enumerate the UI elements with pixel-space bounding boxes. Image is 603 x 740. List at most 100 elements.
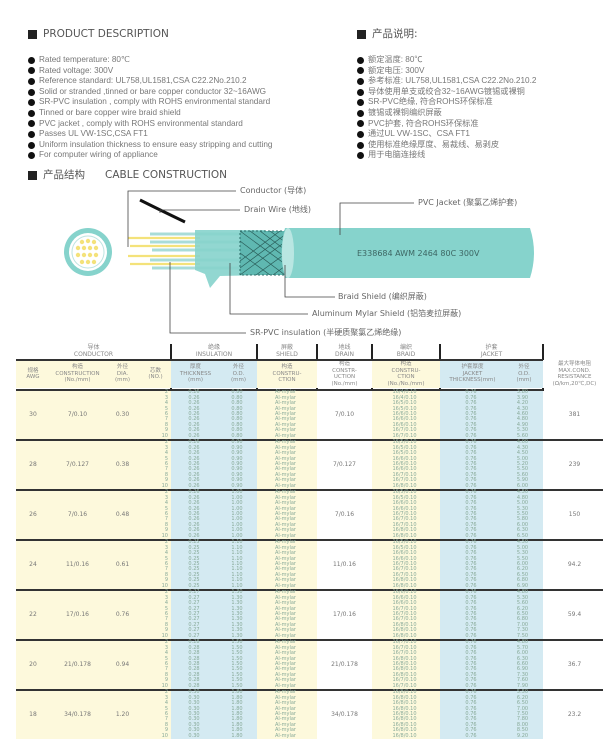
construction-cell: 11/0.16 — [50, 540, 105, 589]
stack-value: 0.26 — [188, 405, 200, 412]
stack-value: 0.27 — [188, 632, 200, 639]
bullet-icon — [357, 130, 364, 138]
stack-value: 10 — [161, 432, 168, 439]
stack-value: 1.80 — [231, 705, 243, 712]
stack-value: 16/7/0.10 — [392, 477, 417, 484]
description-text: 导体使用单支或绞合32~16AWG镀锡或裸铜 — [368, 86, 525, 96]
stack-value: 2 — [164, 689, 168, 696]
stack-value: 0.90 — [231, 444, 243, 451]
label-mylar-shield: Aluminum Mylar Shield (铝箔麦拉屏蔽) — [312, 309, 462, 318]
stack-value: 6.00 — [516, 521, 529, 528]
stack-value: 5 — [164, 605, 168, 612]
stack-value: 4.20 — [516, 400, 529, 407]
stack-value: 0.90 — [231, 477, 243, 484]
stack-value: 1.50 — [231, 671, 243, 678]
resistance-cell: 23.2 — [543, 690, 603, 739]
stack-value: 6.20 — [516, 566, 529, 573]
braid-stack: 16/5/0.10 16/5/0.10 16/6/0.10 16/6/0.10 16/7… — [372, 540, 440, 589]
bullet-icon — [28, 130, 35, 138]
stack-value: 16/6/0.10 — [392, 600, 417, 607]
stack-value: 0.26 — [188, 455, 200, 462]
stack-value: 0.90 — [231, 439, 243, 446]
insulation-od-stack: 0.80 0.80 0.80 0.80 0.80 0.80 0.80 0.80 0.80 — [220, 390, 257, 439]
stack-value: 0.90 — [231, 450, 243, 457]
description-text: 参考标准: UL758,UL1581,CSA C22.2No.210.2 — [368, 76, 537, 86]
stack-value: 0.76 — [465, 594, 477, 601]
stack-value: Al-mylar — [275, 432, 296, 439]
stack-value: 5.60 — [516, 600, 529, 607]
stack-value: 0.76 — [465, 627, 477, 634]
stack-value: Al-mylar — [275, 461, 296, 468]
stack-value: 0.25 — [188, 571, 200, 578]
stack-value: 0.76 — [465, 394, 477, 401]
stack-value: 0.76 — [465, 661, 477, 668]
description-text: Passes UL VW-1SC,CSA FT1 — [39, 129, 148, 139]
stack-value: Al-mylar — [275, 400, 296, 407]
stack-value: 0.76 — [465, 411, 477, 418]
stack-value: 0.26 — [188, 432, 200, 439]
square-bullet-icon — [357, 30, 366, 39]
stack-value: 0.27 — [188, 627, 200, 634]
bullet-icon — [28, 99, 35, 107]
description-item: 使用标准绝缘厚度、易裁线、易剥皮 — [357, 140, 536, 151]
awg-cell: 18 — [16, 690, 50, 739]
stack-value: 0.76 — [465, 650, 477, 657]
stack-value: 6.60 — [516, 661, 529, 668]
stack-value: 6.50 — [516, 700, 529, 707]
stack-value: 1.30 — [231, 611, 243, 618]
title-text: PRODUCT DESCRIPTION — [43, 28, 169, 40]
insulation-od-stack: 1.80 1.80 1.80 1.80 1.80 1.80 1.80 1.80 1.80 — [220, 690, 257, 739]
stack-value: 6.50 — [516, 532, 529, 539]
resistance-cell: 94.2 — [543, 540, 603, 589]
row-rule — [16, 539, 603, 541]
stack-value: 5.80 — [516, 516, 529, 523]
stack-value: 0.76 — [465, 432, 477, 439]
stack-value: 16/7/0.10 — [392, 571, 417, 578]
stack-value: 0.76 — [465, 482, 477, 489]
stack-value: 0.26 — [188, 450, 200, 457]
stack-value: 16/8/0.10 — [392, 482, 417, 489]
stack-value: 8 — [164, 471, 168, 478]
stack-value: Al-mylar — [275, 421, 296, 428]
stack-value: 0.26 — [188, 482, 200, 489]
stack-value: 6.30 — [516, 527, 529, 534]
drain-cell: 34/0.178 — [317, 690, 372, 739]
stack-value: 16/6/0.10 — [392, 594, 417, 601]
description-text: SR-PVC insulation , comply with ROHS env… — [39, 97, 271, 107]
stack-value: 16/6/0.10 — [392, 411, 417, 418]
stack-value: 0.28 — [188, 671, 200, 678]
stack-value: 0.76 — [465, 671, 477, 678]
stack-value: 0.26 — [188, 471, 200, 478]
resistance-cell: 59.4 — [543, 590, 603, 639]
stack-value: 5.50 — [516, 511, 529, 518]
stack-value: 0.76 — [465, 389, 477, 396]
stack-value: 0.76 — [465, 416, 477, 423]
spec-table: 导体 CONDUCTOR 绝缘 INSULATION 屏蔽 SHIELD 地线 DRA… — [16, 344, 603, 739]
stack-value: Al-mylar — [275, 616, 296, 623]
stack-value: 0.76 — [465, 655, 477, 662]
stack-value: 0.27 — [188, 600, 200, 607]
stack-value: 0.27 — [188, 621, 200, 628]
stack-value: 0.76 — [465, 694, 477, 701]
stack-value: 0.26 — [188, 416, 200, 423]
stack-value: 0.80 — [231, 416, 243, 423]
stack-value: 1.50 — [231, 655, 243, 662]
stack-value: 1.00 — [231, 516, 243, 523]
stack-value: 16/6/0.10 — [392, 461, 417, 468]
stack-value: 16/6/0.10 — [392, 421, 417, 428]
stack-value: Al-mylar — [275, 677, 296, 684]
stack-value: 0.27 — [188, 594, 200, 601]
description-item: 参考标准: UL758,UL1581,CSA C22.2No.210.2 — [357, 76, 536, 87]
stack-value: 0.26 — [188, 527, 200, 534]
row-rule — [16, 689, 603, 691]
stack-value: 7 — [164, 466, 168, 473]
stack-value: 0.28 — [188, 655, 200, 662]
stack-value: 10 — [161, 582, 168, 589]
product-description-title: PRODUCT DESCRIPTION — [28, 28, 169, 41]
description-item: 导体使用单支或绞合32~16AWG镀锡或裸铜 — [357, 87, 536, 98]
stack-value: Al-mylar — [275, 482, 296, 489]
resistance-cell: 150 — [543, 490, 603, 539]
stack-value: 7 — [164, 616, 168, 623]
group-header: 编织 BRAID — [396, 344, 416, 358]
stack-value: 16/5/0.10 — [392, 439, 417, 446]
